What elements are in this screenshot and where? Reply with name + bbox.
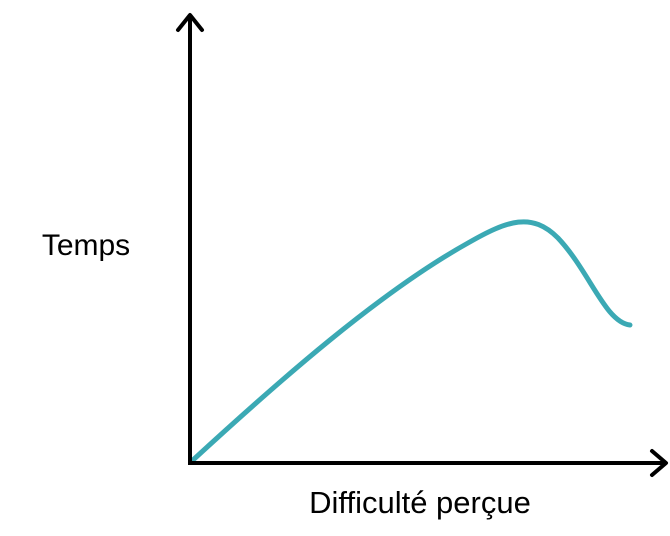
x-axis-label: Difficulté perçue bbox=[309, 485, 531, 520]
y-axis-arrow bbox=[176, 13, 204, 32]
y-axis-label: Temps bbox=[42, 229, 130, 262]
x-axis-arrow bbox=[650, 449, 668, 477]
curve bbox=[190, 219, 633, 463]
